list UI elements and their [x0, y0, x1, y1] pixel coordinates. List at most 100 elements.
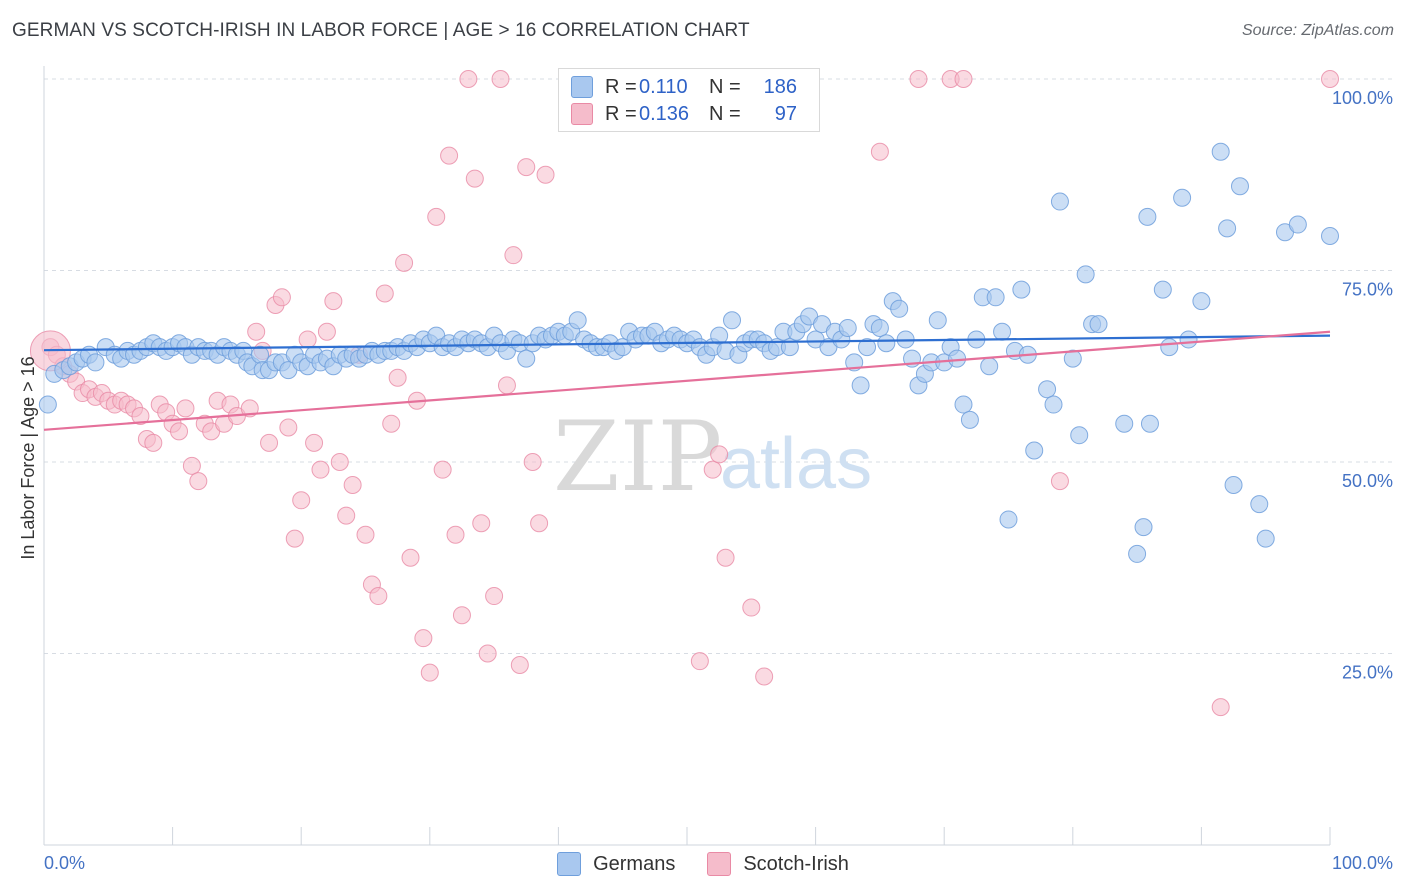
scotch-irish-point	[317, 322, 336, 341]
german-point	[1134, 518, 1153, 537]
scotch-irish-point	[446, 525, 465, 544]
german-point	[1012, 280, 1031, 299]
scotch-irish-point	[510, 655, 529, 674]
german-n-value: 186	[763, 75, 797, 98]
chart-title: GERMAN VS SCOTCH-IRISH IN LABOR FORCE | …	[12, 20, 750, 41]
scotch-irish-point	[176, 399, 195, 418]
scotch-irish-point	[478, 644, 497, 663]
germans-swatch	[557, 852, 582, 876]
scotch-irish-point	[1321, 70, 1339, 88]
scotch-irish-point	[189, 472, 208, 491]
axes	[43, 66, 1331, 846]
scotch-irish-point	[285, 529, 304, 548]
scotch-irish-point	[240, 399, 259, 418]
scotch-irish-trend-line	[43, 330, 1331, 431]
german-point	[1179, 330, 1198, 349]
german-point	[1160, 338, 1179, 357]
scotch-irish-point	[504, 246, 523, 265]
german-point	[1115, 414, 1134, 433]
german-point	[1250, 495, 1269, 514]
scotch-irish-point	[369, 587, 388, 606]
germans-label: Germans	[593, 852, 676, 875]
scotch-irish-point	[465, 169, 484, 188]
scotch-irish-point	[388, 368, 407, 387]
scotch-irish-label: Scotch-Irish	[743, 852, 849, 875]
legend-row-scotch: R = 0.136 N = 97	[571, 101, 797, 127]
german-point	[838, 318, 857, 337]
scotch-irish-point	[260, 433, 279, 452]
german-point	[1321, 227, 1339, 246]
x-tick-label-min: 0.0%	[44, 853, 85, 873]
legend-item-germans[interactable]: Germans	[557, 852, 675, 876]
scotch-irish-point	[742, 598, 761, 617]
scotch-irish-point	[298, 330, 317, 349]
german-point	[877, 334, 896, 353]
german-point	[1211, 142, 1230, 161]
scotch-irish-point	[690, 652, 709, 671]
german-point	[948, 349, 967, 368]
scotch-irish-point	[452, 606, 471, 625]
german-point	[568, 311, 587, 330]
legend-item-scotch-irish[interactable]: Scotch-Irish	[707, 852, 849, 876]
scotch-irish-point	[414, 629, 433, 648]
scotch-irish-point	[356, 525, 375, 544]
scotch-irish-point	[401, 548, 420, 567]
scotch-irish-point	[485, 587, 504, 606]
german-point	[86, 353, 105, 372]
german-point	[1173, 188, 1192, 207]
german-trend-line	[43, 334, 1331, 352]
y-axis-label: In Labor Force | Age > 16	[18, 356, 38, 559]
german-point	[980, 357, 999, 376]
scotch-irish-point	[131, 407, 150, 426]
german-point	[1050, 192, 1069, 211]
y-tick-label: 75.0%	[1342, 280, 1393, 300]
scotch-irish-point	[517, 158, 536, 177]
scotch-irish-point	[954, 70, 973, 88]
scotch-r-label: R =	[605, 102, 637, 125]
source-label: Source: ZipAtlas.com	[1241, 22, 1394, 39]
scotch-irish-point	[440, 146, 459, 165]
scotch-irish-point	[710, 445, 729, 464]
y-tick-label: 100.0%	[1332, 88, 1393, 108]
german-point	[993, 322, 1012, 341]
scotch-irish-point	[182, 456, 201, 475]
scotch-irish-point	[144, 433, 163, 452]
scotch-n-value: 97	[774, 102, 797, 125]
scotch-irish-point	[870, 142, 889, 161]
grid-lines	[44, 78, 1392, 654]
watermark-zip: ZIP	[553, 401, 722, 513]
german-point	[1224, 475, 1243, 494]
scotch-irish-point	[170, 422, 189, 441]
german-point	[1038, 380, 1057, 399]
scotch-irish-point	[420, 663, 439, 682]
scotch-irish-point	[491, 70, 510, 88]
german-points	[38, 142, 1339, 563]
german-point	[851, 376, 870, 395]
scotch-irish-point	[530, 514, 549, 533]
german-point	[960, 410, 979, 429]
german-point	[870, 318, 889, 337]
german-point	[710, 326, 729, 345]
series-legend: Germans Scotch-Irish	[0, 852, 1406, 876]
german-point	[1128, 544, 1147, 563]
german-swatch	[571, 76, 593, 98]
scotch-irish-point	[375, 284, 394, 303]
scotch-irish-point	[305, 433, 324, 452]
german-n-label: N =	[709, 75, 741, 98]
scotch-irish-point	[311, 460, 330, 479]
german-point	[1138, 207, 1157, 226]
scotch-irish-point	[536, 165, 555, 184]
scotch-n-label: N =	[709, 102, 741, 125]
german-point	[38, 395, 57, 414]
german-point	[1063, 349, 1082, 368]
german-point	[890, 299, 909, 318]
german-r-value: 0.110	[639, 75, 688, 98]
scotch-irish-point	[337, 506, 356, 525]
scotch-irish-point	[427, 207, 446, 226]
scotch-irish-points	[29, 70, 1339, 717]
scotch-irish-point	[395, 253, 414, 272]
tick-labels: 25.0% 50.0% 75.0% 100.0% 0.0% 100.0%	[44, 88, 1393, 873]
y-tick-label: 25.0%	[1342, 663, 1393, 683]
german-point	[1089, 315, 1108, 334]
